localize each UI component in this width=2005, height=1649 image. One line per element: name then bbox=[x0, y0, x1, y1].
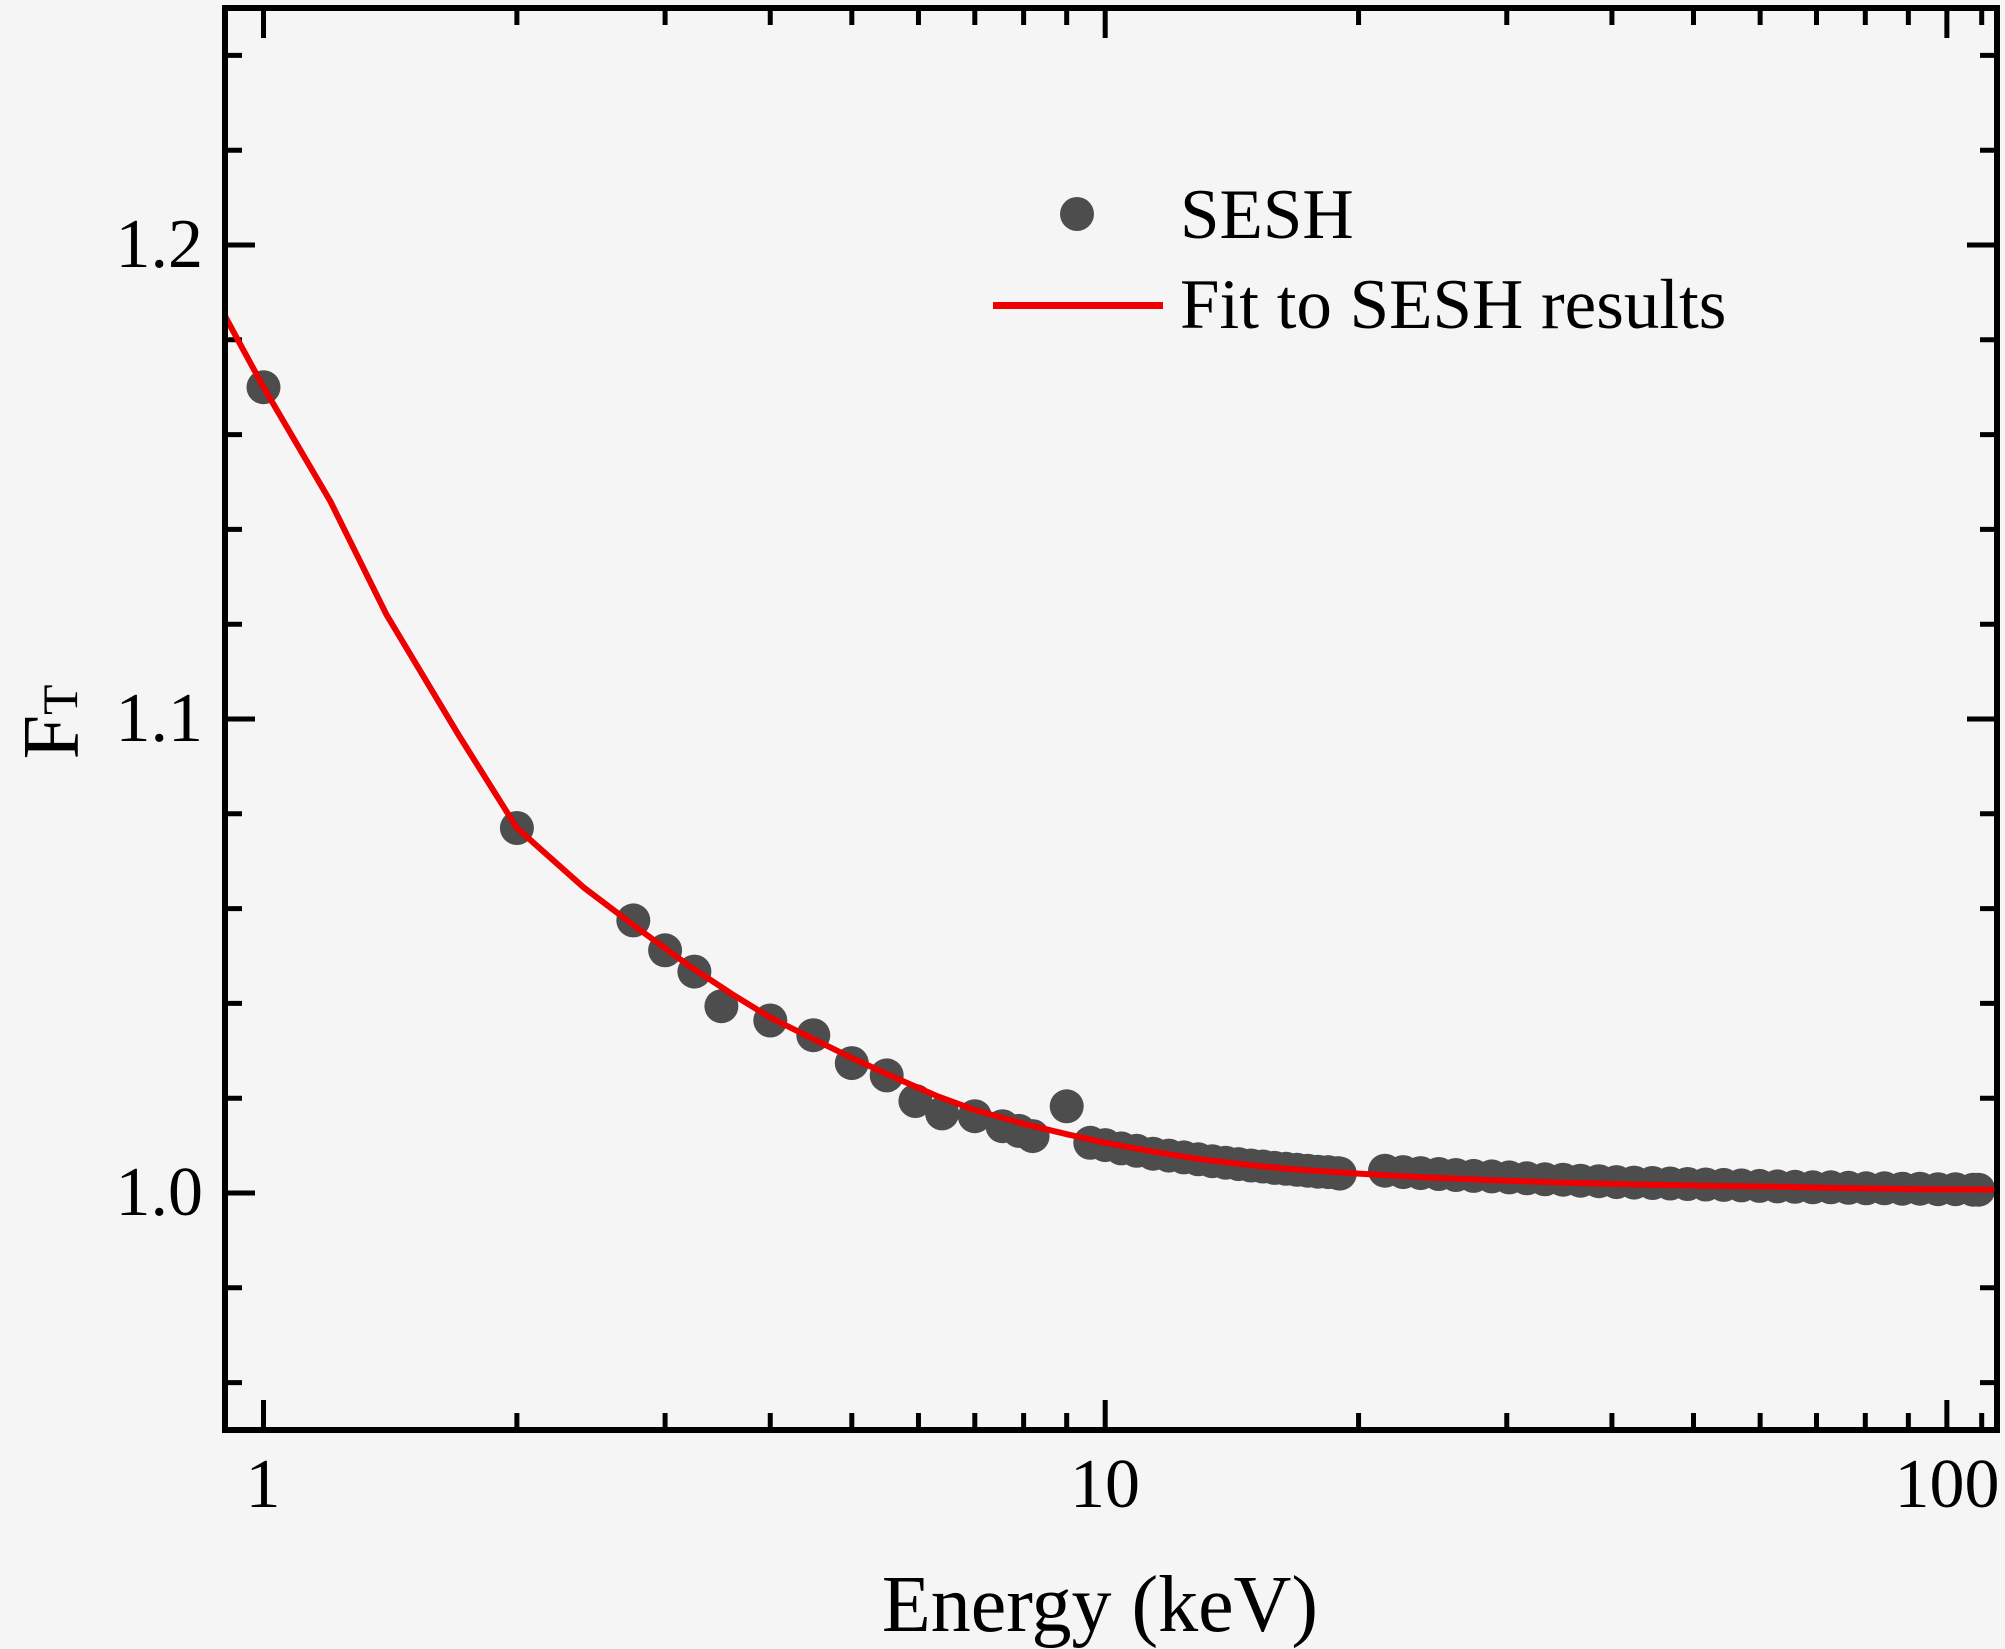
y-axis-title-subscript: T bbox=[32, 684, 88, 715]
legend-marker-line-icon bbox=[993, 302, 1163, 309]
data-point bbox=[925, 1096, 960, 1131]
y-tick-label-1-0: 1.0 bbox=[115, 1154, 204, 1231]
x-tick-label-100: 100 bbox=[1894, 1446, 2000, 1523]
data-point bbox=[1049, 1089, 1084, 1124]
legend-label-sesh: SESH bbox=[1180, 176, 1354, 254]
x-tick-label-10: 10 bbox=[1070, 1446, 1140, 1523]
data-point bbox=[704, 989, 739, 1024]
fit-line bbox=[228, 315, 1994, 1193]
y-tick-label-1-1: 1.1 bbox=[115, 680, 204, 757]
x-axis-title: Energy (keV) bbox=[881, 1561, 1319, 1649]
x-tick-label-1: 1 bbox=[245, 1446, 281, 1523]
legend-label-fit: Fit to SESH results bbox=[1180, 266, 1727, 344]
legend-marker-dot-icon bbox=[1060, 197, 1094, 231]
y-tick-label-1-2: 1.2 bbox=[115, 206, 204, 283]
y-axis-title-main: F bbox=[8, 714, 96, 760]
sesh-points-group bbox=[246, 370, 1994, 1207]
plot-frame bbox=[222, 5, 2000, 1433]
